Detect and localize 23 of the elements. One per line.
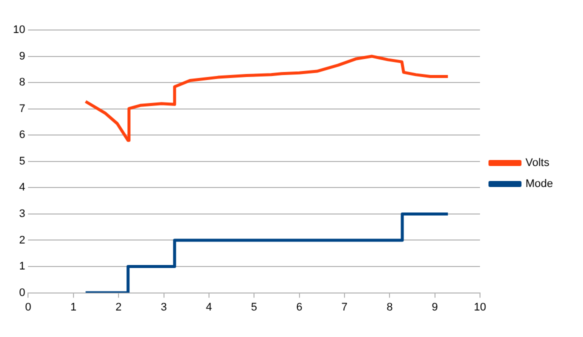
x-tick-label: 3 <box>160 301 167 314</box>
y-tick-label: 3 <box>19 208 26 220</box>
x-tick-label: 5 <box>251 301 258 314</box>
x-tick-label: 10 <box>474 301 486 314</box>
y-tick-label: 6 <box>19 129 26 142</box>
y-tick-label: 7 <box>19 102 26 115</box>
y-tick-label: 8 <box>19 76 26 89</box>
y-tick-label: 4 <box>19 182 26 194</box>
legend-label: Volts <box>525 157 550 170</box>
x-tick-label: 1 <box>70 301 76 314</box>
x-tick-label: 4 <box>206 301 212 314</box>
y-tick-label: 10 <box>12 24 26 36</box>
legend-label: Mode <box>525 178 554 190</box>
y-tick-label: 5 <box>19 155 26 168</box>
x-tick-label: 2 <box>116 301 122 314</box>
y-tick-label: 2 <box>19 234 26 246</box>
y-tick-label: 9 <box>19 50 26 62</box>
x-tick-label: 8 <box>386 301 393 314</box>
y-tick-label: 0 <box>19 286 26 299</box>
x-tick-label: 6 <box>296 301 302 314</box>
y-tick-label: 1 <box>19 260 26 273</box>
x-tick-label: 7 <box>341 301 348 314</box>
x-tick-label: 9 <box>432 301 438 314</box>
